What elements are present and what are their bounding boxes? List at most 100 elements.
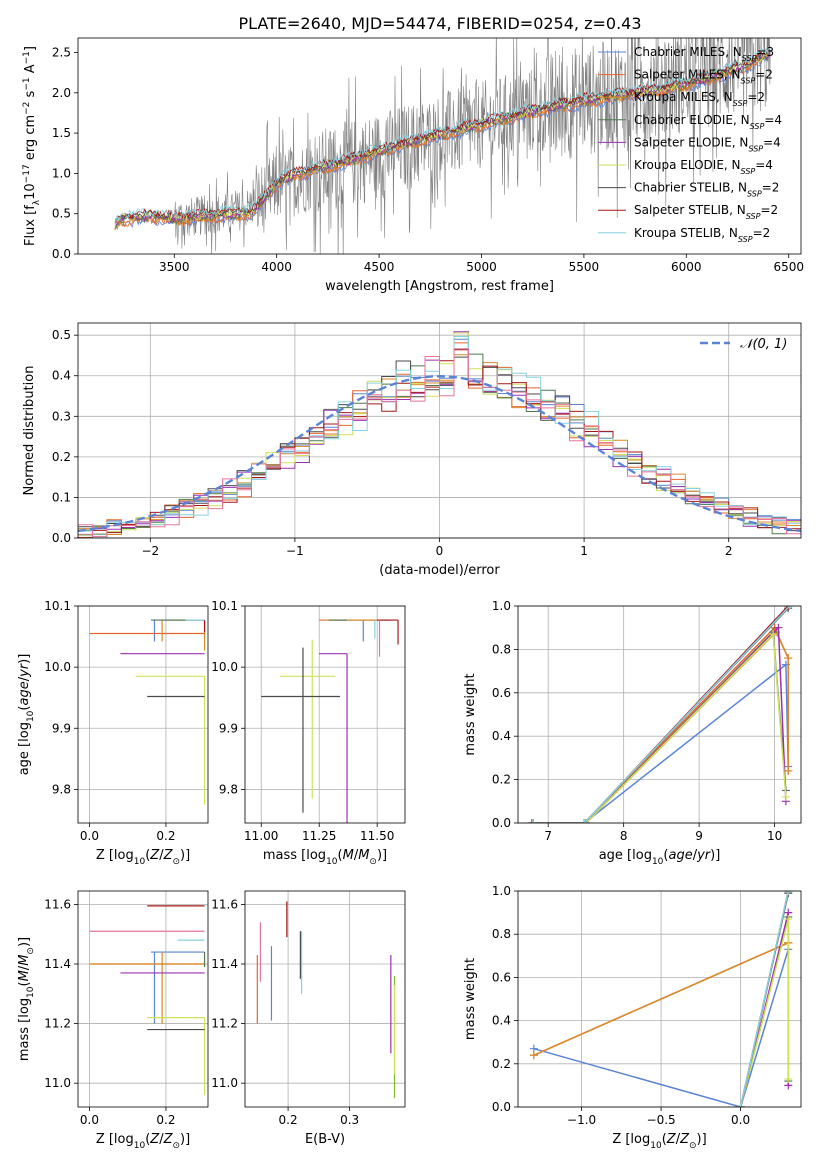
x-tick-label: 0.2: [279, 1113, 298, 1127]
legend-entry: 𝒩(0, 1): [740, 337, 787, 352]
x-tick-label: 0.2: [156, 1113, 175, 1127]
weight-line-kroupa-miles: [533, 942, 789, 1056]
y-tick-label: 0.8: [492, 927, 511, 941]
weight-marker: [736, 1103, 745, 1107]
weight-marker: [769, 630, 778, 639]
axes-frame: [517, 605, 802, 824]
legend-entry: Chabrier STELIB, NSSP=2: [634, 181, 779, 199]
x-axis-label: Z [log10(Z/Z⊙)]: [612, 1132, 706, 1151]
x-tick-label: 4000: [261, 260, 292, 274]
x-tick-label: 2: [725, 544, 733, 558]
axes-frame: [77, 605, 209, 824]
legend-entry: Kroupa ELODIE, NSSP=4: [634, 158, 773, 176]
x-tick-label: −0.5: [647, 1113, 676, 1127]
y-tick-label: 0.3: [52, 409, 71, 423]
x-tick-label: 1: [580, 544, 588, 558]
y-tick-label: 0.0: [52, 247, 71, 261]
model-line-kroupa-stelib: [114, 45, 771, 224]
weight-marker: [784, 654, 793, 663]
residuals-legend: 𝒩(0, 1): [700, 337, 787, 352]
y-axis-label: Normed distribution: [22, 366, 37, 496]
weight-marker: [580, 819, 589, 823]
axes-frame: [244, 890, 406, 1108]
y-tick-label: 9.9: [219, 721, 238, 735]
grid-age_vs_Z: [78, 605, 208, 823]
x-tick-label: 0.3: [340, 1113, 359, 1127]
x-tick-label: −1: [286, 544, 304, 558]
x-tick-label: 5000: [466, 260, 497, 274]
y-tick-label: 0.0: [492, 816, 511, 830]
x-tick-label: 0.2: [156, 829, 175, 843]
y-tick-label: 9.8: [219, 782, 238, 796]
plot-area-mass_weight_vs_age: [527, 606, 794, 823]
x-tick-label: 7: [544, 829, 552, 843]
plot-area-residuals: [78, 331, 801, 538]
y-axis-label: age [log10(age/yr)]: [17, 654, 36, 776]
weight-marker: [529, 1051, 538, 1060]
plot-area-mass_vs_Z: [89, 905, 206, 1096]
axes-mass_weight_vs_age: 7 8 9 10 0.0 0.2 0.4 0.6 0.8 1.0 age [log10(age/yr…: [463, 599, 802, 867]
x-tick-label: 6000: [671, 260, 702, 274]
gaussian-curve: [78, 374, 801, 533]
x-tick-label: 0: [436, 544, 444, 558]
y-tick-label: 11.6: [211, 897, 238, 911]
weight-marker: [774, 623, 783, 632]
axes-mass_vs_Z: 0.0 0.2 11.0 11.2 11.4 11.6 Z [log10(Z/Z⊙)] mas…: [17, 890, 209, 1151]
plot-area-spectrum: [114, 38, 771, 254]
y-tick-label: 11.0: [44, 1076, 71, 1090]
weight-line-kroupa-stelib: [739, 891, 790, 1107]
y-tick-label: 0.8: [492, 642, 511, 656]
x-tick-label: 11.00: [244, 829, 278, 843]
y-tick-label: 10.1: [44, 599, 71, 613]
y-tick-label: 9.9: [52, 721, 71, 735]
x-tick-label: −1.0: [567, 1113, 596, 1127]
x-tick-label: 4500: [364, 260, 395, 274]
weight-line-kroupa-elodie: [739, 918, 790, 1107]
grid-age_vs_mass: [245, 605, 405, 823]
y-tick-label: 2.0: [52, 86, 71, 100]
axes-frame: [244, 605, 406, 824]
weight-line-kroupa-elodie: [533, 632, 787, 823]
x-tick-label: 10: [767, 829, 782, 843]
weight-line-chabrier-stelib: [533, 607, 789, 823]
x-tick-label: 5500: [569, 260, 600, 274]
y-tick-label: 1.5: [52, 126, 71, 140]
weight-marker: [529, 819, 538, 823]
weight-marker: [784, 891, 793, 895]
x-axis-label: mass [log10(M/M⊙)]: [263, 848, 387, 867]
axes-age_vs_mass: 11.00 11.25 11.50 9.8 9.9 10.0 10.1 mass [log10…: [211, 599, 406, 867]
axes-frame: [77, 890, 209, 1108]
y-tick-label: 0.6: [492, 686, 511, 700]
x-tick-label: 9: [695, 829, 703, 843]
spectrum-legend: Chabrier MILES, NSSP=3 Salpeter MILES, NS…: [598, 45, 782, 243]
y-tick-label: 11.2: [211, 1017, 238, 1031]
x-axis-label: Z [log10(Z/Z⊙)]: [96, 1132, 190, 1151]
axes-age_vs_Z: 0.0 0.2 9.8 9.9 10.0 10.1 Z [log10(Z/Z⊙)] age […: [17, 599, 209, 867]
y-tick-label: 0.5: [52, 328, 71, 342]
y-tick-label: 0.1: [52, 490, 71, 504]
y-tick-label: 1.0: [492, 884, 511, 898]
weight-line-kroupa-miles: [533, 630, 789, 823]
y-tick-label: 11.4: [44, 957, 71, 971]
y-tick-label: 1.0: [52, 166, 71, 180]
axes-frame: [517, 890, 802, 1108]
grid-mass_vs_ebv: [245, 891, 405, 1107]
y-tick-label: 0.6: [492, 970, 511, 984]
plot-area-mass_weight_vs_Z: [529, 891, 793, 1107]
weight-marker: [784, 1074, 793, 1083]
weight-line-chabrier-miles: [533, 949, 790, 1107]
y-tick-label: 2.5: [52, 46, 71, 60]
y-tick-label: 11.0: [211, 1076, 238, 1090]
axes-mass_vs_ebv: 0.2 0.3 11.0 11.2 11.4 11.6 E(B-V): [211, 890, 406, 1147]
x-axis-label: (data-model)/error: [379, 563, 500, 578]
x-axis-label: E(B-V): [305, 1132, 345, 1147]
y-tick-label: 0.0: [52, 531, 71, 545]
weight-line-kroupa-stelib: [533, 606, 791, 823]
legend-entry: Chabrier MILES, NSSP=3: [634, 45, 774, 63]
y-tick-label: 0.0: [492, 1100, 511, 1114]
weight-marker: [785, 606, 794, 610]
x-axis-label: wavelength [Angstrom, rest frame]: [325, 279, 554, 294]
weight-marker: [784, 766, 793, 775]
y-tick-label: 0.2: [492, 1057, 511, 1071]
